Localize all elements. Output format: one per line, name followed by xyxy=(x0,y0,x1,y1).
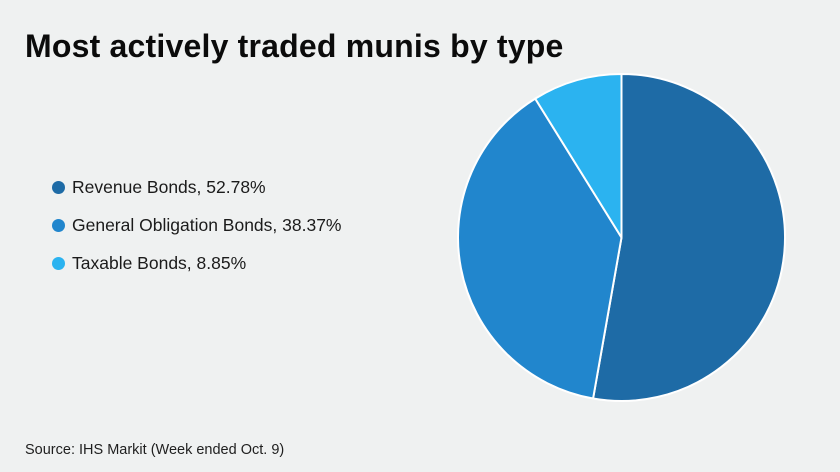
legend: Revenue Bonds, 52.78% General Obligation… xyxy=(52,168,341,282)
pie-slice xyxy=(592,73,787,402)
source-note: Source: IHS Markit (Week ended Oct. 9) xyxy=(25,442,285,458)
legend-label: General Obligation Bonds, 38.37% xyxy=(72,214,342,235)
legend-bullet-icon xyxy=(52,218,65,232)
legend-bullet-icon xyxy=(52,180,65,194)
legend-item: General Obligation Bonds, 38.37% xyxy=(52,206,341,244)
legend-label: Revenue Bonds, 52.78% xyxy=(72,176,266,197)
legend-label: Taxable Bonds, 8.85% xyxy=(72,252,247,273)
page-title: Most actively traded munis by type xyxy=(25,28,564,64)
legend-bullet-icon xyxy=(52,256,65,270)
pie-slice xyxy=(534,73,623,239)
legend-item: Taxable Bonds, 8.85% xyxy=(52,244,341,282)
legend-item: Revenue Bonds, 52.78% xyxy=(52,168,341,206)
pie-chart xyxy=(457,73,787,402)
